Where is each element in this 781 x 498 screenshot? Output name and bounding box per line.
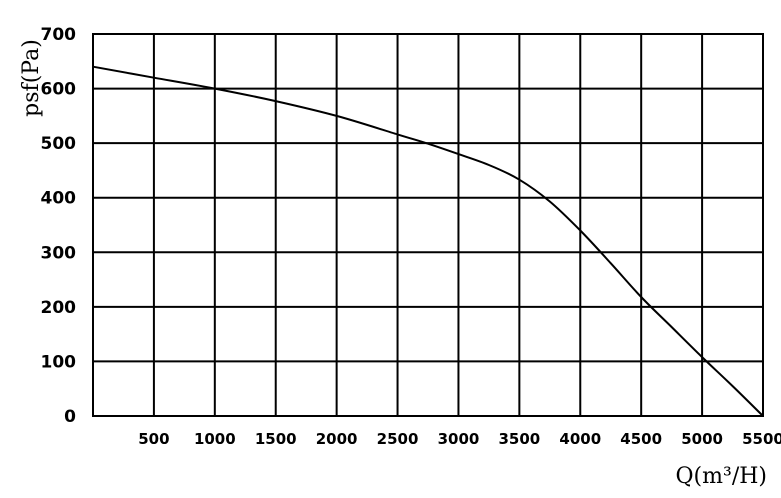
x-tick-label: 4000	[559, 430, 601, 448]
y-tick-label: 500	[41, 134, 77, 154]
series-line	[92, 65, 764, 417]
y-tick-label: 700	[41, 25, 77, 45]
x-tick-label: 3500	[498, 430, 540, 448]
grid	[92, 33, 764, 417]
plot-frame	[92, 33, 764, 417]
x-tick-label: 2000	[316, 430, 358, 448]
x-tick-label: 1000	[194, 430, 236, 448]
x-tick-label: 5500	[742, 430, 781, 448]
x-tick-label: 1500	[255, 430, 297, 448]
series-layer	[92, 65, 764, 417]
y-tick-label: 600	[41, 80, 77, 100]
y-tick-label: 0	[64, 407, 76, 427]
y-tick-labels: 0 100 200 300 400 500 600 700	[41, 25, 77, 427]
y-axis-title: psf(Pa)	[19, 39, 44, 117]
x-tick-label: 500	[138, 430, 169, 448]
x-tick-label: 3000	[438, 430, 480, 448]
x-tick-label: 2500	[377, 430, 419, 448]
x-tick-label: 4500	[620, 430, 662, 448]
x-tick-label: 5000	[681, 430, 723, 448]
y-tick-label: 200	[41, 298, 77, 318]
y-tick-label: 400	[41, 189, 77, 209]
y-tick-label: 300	[41, 243, 77, 263]
x-axis-title: Q(m³/H)	[676, 464, 767, 489]
x-tick-labels: 500 1000 1500 2000 2500 3000 3500 4000 4500 5000 5…	[138, 430, 781, 448]
y-tick-label: 100	[41, 352, 77, 372]
